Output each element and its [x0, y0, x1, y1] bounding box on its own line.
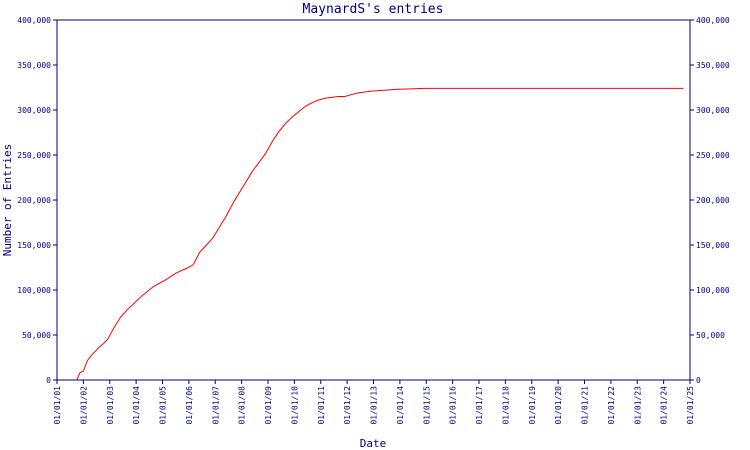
plot-area: [56, 19, 691, 381]
y-tick-label-left: 300,000: [17, 106, 51, 115]
x-tick-label: 01/01/21: [581, 386, 590, 425]
x-tick-label: 01/01/02: [79, 386, 88, 425]
y-tick-label-left: 50,000: [22, 331, 51, 340]
y-axis-label: Number of Entries: [1, 144, 14, 257]
y-tick-label-left: 200,000: [17, 196, 51, 205]
y-axis-right: 0 50,000 100,000 150,000 200,000 250,000 300,0…: [690, 16, 730, 385]
x-tick-label: 01/01/08: [238, 386, 247, 425]
y-tick-label-left: 100,000: [17, 286, 51, 295]
x-tick-label: 01/01/11: [317, 386, 326, 425]
x-tick-label: 01/01/15: [422, 386, 431, 425]
x-tick-label: 01/01/18: [501, 386, 510, 425]
y-tick-label-right: 200,000: [696, 196, 730, 205]
x-tick-label: 01/01/19: [528, 386, 537, 425]
x-tick-label: 01/01/06: [185, 386, 194, 425]
y-axis-left: 0 50,000 100,000 150,000 200,000 250,000 300,0…: [17, 16, 57, 385]
y-tick-label-left: 0: [46, 376, 51, 385]
y-tick-label-right: 100,000: [696, 286, 730, 295]
x-tick-label: 01/01/05: [159, 386, 168, 425]
plot-border: [56, 19, 691, 381]
x-tick-label: 01/01/13: [370, 386, 379, 425]
x-tick-label: 01/01/01: [53, 386, 62, 425]
x-tick-label: 01/01/03: [106, 386, 115, 425]
y-tick-label-right: 250,000: [696, 151, 730, 160]
y-tick-label-right: 300,000: [696, 106, 730, 115]
x-tick-label: 01/01/07: [211, 386, 220, 425]
x-tick-label: 01/01/12: [343, 386, 352, 425]
y-tick-label-left: 150,000: [17, 241, 51, 250]
x-tick-label: 01/01/24: [660, 386, 669, 425]
entries-series-line: [76, 87, 684, 381]
x-tick-label: 01/01/17: [475, 386, 484, 425]
x-tick-label: 01/01/04: [132, 386, 141, 425]
x-axis: 01/01/01 01/01/02 01/01/03 01/01/04 01/01/05…: [53, 380, 695, 425]
y-tick-label-right: 400,000: [696, 16, 730, 25]
y-tick-label-left: 400,000: [17, 16, 51, 25]
y-tick-label-right: 0: [696, 376, 701, 385]
y-tick-label-right: 350,000: [696, 61, 730, 70]
y-tick-label-left: 350,000: [17, 61, 51, 70]
x-tick-label: 01/01/14: [396, 386, 405, 425]
y-tick-label-right: 50,000: [696, 331, 725, 340]
x-axis-label: Date: [360, 437, 387, 450]
x-tick-label: 01/01/25: [686, 386, 695, 425]
y-tick-label-left: 250,000: [17, 151, 51, 160]
series-group: [76, 87, 684, 381]
x-tick-label: 01/01/20: [554, 386, 563, 425]
x-tick-label: 01/01/16: [449, 386, 458, 425]
chart-title: MaynardS's entries: [303, 2, 444, 17]
x-tick-label: 01/01/22: [607, 386, 616, 425]
x-tick-label: 01/01/23: [633, 386, 642, 425]
y-tick-label-right: 150,000: [696, 241, 730, 250]
x-tick-label: 01/01/10: [290, 386, 299, 425]
x-tick-label: 01/01/09: [264, 386, 273, 425]
